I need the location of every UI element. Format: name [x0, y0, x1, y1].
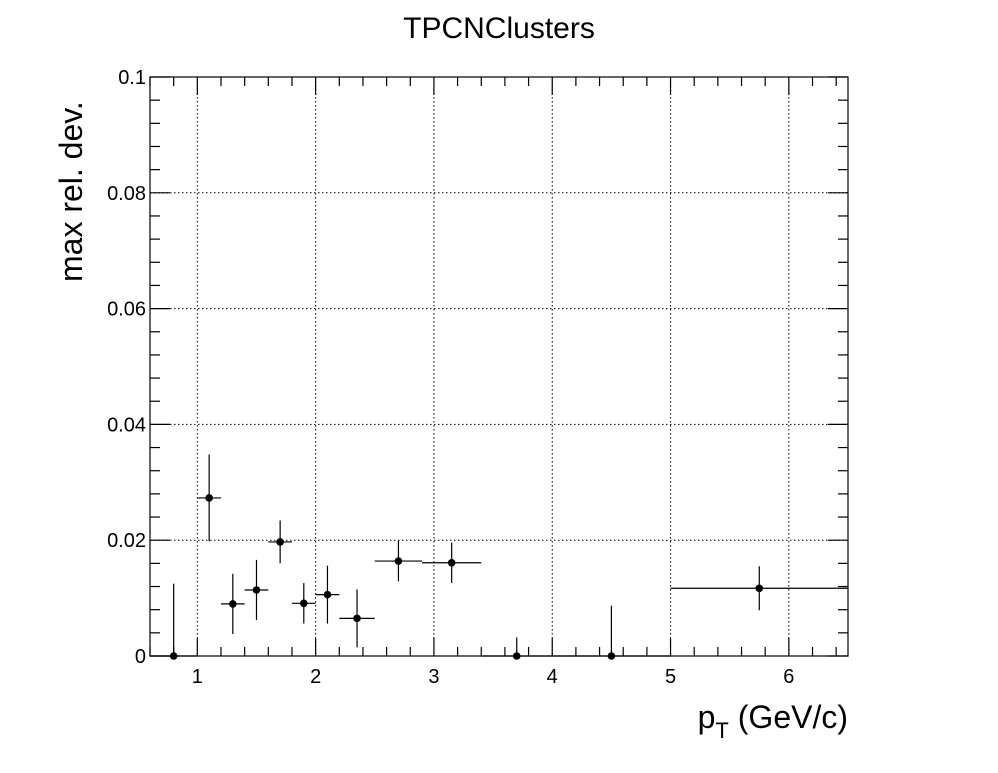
- data-marker: [276, 538, 284, 546]
- data-point: [291, 583, 316, 624]
- y-tick-label: 0.08: [107, 183, 146, 205]
- y-tick-labels: 0 0.02 0.04 0.06 0.08 0.1: [107, 67, 146, 668]
- data-point: [315, 565, 340, 624]
- data-marker: [512, 652, 521, 660]
- data-point: [374, 540, 423, 582]
- data-marker: [394, 557, 403, 565]
- x-axis-title-rest: (GeV/c): [729, 699, 848, 735]
- chart-title: TPCNClusters: [403, 12, 595, 45]
- data-point: [481, 637, 553, 660]
- x-axis-title-sub: T: [715, 718, 728, 743]
- x-tick-labels: 1 2 3 4 5 6: [192, 666, 795, 688]
- data-marker: [229, 600, 237, 608]
- data-marker: [607, 652, 616, 660]
- data-point: [339, 589, 375, 648]
- y-tick-label: 0.02: [107, 530, 146, 552]
- data-marker: [252, 586, 261, 594]
- data-point: [268, 520, 292, 564]
- plot-frame: [149, 76, 849, 657]
- x-tick-label: 2: [310, 666, 321, 688]
- y-axis-title: max rel. dev.: [53, 101, 89, 282]
- x-tick-label: 6: [783, 666, 794, 688]
- data-point: [150, 583, 198, 660]
- data-point: [670, 566, 848, 611]
- data-marker: [299, 599, 308, 608]
- x-axis-title: pT (GeV/c): [698, 699, 848, 743]
- data-marker: [755, 584, 764, 593]
- data-marker: [447, 558, 456, 567]
- data-points: [150, 454, 848, 660]
- x-tick-label: 3: [428, 666, 439, 688]
- data-marker: [323, 590, 332, 599]
- x-tick-label: 5: [665, 666, 676, 688]
- x-tick-label: 4: [547, 666, 558, 688]
- x-tick-label: 1: [192, 666, 203, 688]
- y-tick-label: 0.06: [107, 299, 146, 321]
- grid: [150, 76, 848, 657]
- y-tick-label: 0.1: [118, 67, 146, 89]
- data-point: [552, 605, 671, 660]
- data-point: [422, 542, 482, 584]
- data-marker: [353, 614, 361, 623]
- data-marker: [169, 652, 178, 660]
- data-point: [244, 559, 269, 621]
- data-marker: [205, 494, 213, 502]
- data-point: [220, 573, 245, 634]
- y-tick-label: 0: [135, 646, 146, 668]
- axis-ticks: [149, 76, 848, 657]
- x-axis-title-main: p: [698, 699, 716, 735]
- y-tick-label: 0.04: [107, 414, 146, 436]
- data-point: [197, 454, 221, 542]
